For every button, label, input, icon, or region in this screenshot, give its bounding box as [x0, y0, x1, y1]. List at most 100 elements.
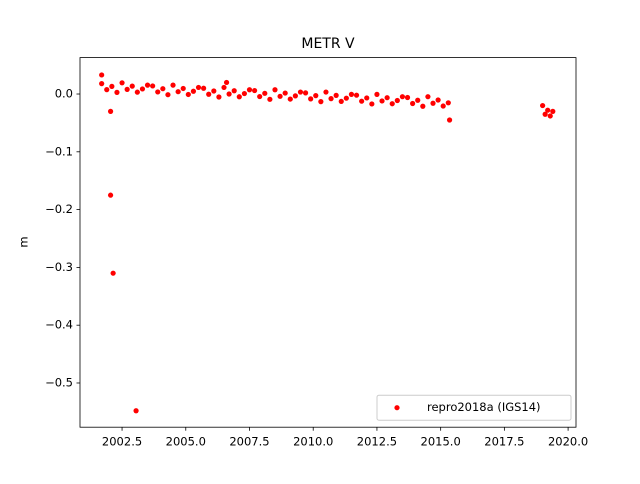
data-point: [282, 90, 288, 96]
data-point: [540, 102, 546, 109]
y-axis-label: m: [17, 236, 31, 247]
data-point: [195, 84, 202, 91]
data-point: [348, 91, 355, 97]
data-point: [404, 94, 411, 101]
data-point: [267, 96, 273, 102]
data-point: [369, 101, 375, 107]
data-point: [446, 117, 453, 123]
y-tick-label: −0.3: [45, 260, 73, 274]
data-point: [379, 98, 385, 104]
data-point: [550, 108, 556, 114]
data-point: [110, 270, 116, 276]
data-point: [241, 90, 247, 97]
data-point: [374, 91, 380, 97]
data-point: [216, 94, 222, 100]
data-point: [323, 89, 329, 95]
data-point: [415, 97, 421, 103]
data-point: [109, 83, 115, 89]
data-point: [399, 94, 406, 100]
data-point: [251, 87, 258, 94]
data-point: [246, 87, 253, 93]
y-tick-label: −0.4: [45, 318, 73, 332]
data-point: [542, 111, 548, 117]
data-point: [107, 108, 114, 114]
data-point: [236, 94, 242, 100]
y-tick-label: −0.2: [45, 202, 73, 216]
data-point: [313, 93, 319, 99]
data-point: [389, 101, 395, 107]
data-point: [425, 94, 431, 100]
data-point: [155, 89, 161, 95]
data-point: [420, 103, 426, 109]
data-point: [139, 86, 146, 92]
data-point: [343, 95, 349, 101]
data-point: [165, 92, 171, 98]
data-point: [190, 88, 197, 94]
data-point: [435, 97, 441, 103]
data-point: [160, 86, 166, 92]
data-point: [364, 95, 370, 101]
y-tick-label: 0.0: [55, 87, 73, 101]
data-point: [338, 98, 344, 105]
legend-box: [376, 394, 572, 421]
data-point: [99, 81, 105, 87]
data-point: [545, 107, 551, 113]
data-point: [410, 100, 416, 107]
data-point: [134, 89, 140, 95]
x-tick-label: 2012.5: [357, 435, 397, 449]
x-tick-label: 2017.5: [484, 435, 524, 449]
data-point: [297, 89, 304, 95]
data-point: [359, 98, 365, 104]
x-tick-label: 2005.0: [166, 435, 206, 449]
data-point: [201, 85, 207, 91]
data-point: [384, 95, 390, 101]
data-point: [150, 83, 156, 89]
data-point: [353, 92, 360, 98]
x-tick-label: 2002.5: [102, 435, 142, 449]
chart-title: METR V: [301, 36, 355, 52]
data-point: [104, 87, 110, 93]
data-point: [170, 82, 176, 88]
data-point: [440, 103, 446, 109]
data-point: [133, 408, 139, 414]
x-tick-label: 2015.0: [421, 435, 461, 449]
legend-label: repro2018a (IGS14): [427, 400, 541, 414]
data-point: [394, 97, 400, 104]
data-point: [262, 90, 268, 96]
data-point: [119, 80, 125, 86]
x-tick-label: 2007.5: [229, 435, 269, 449]
data-point: [129, 83, 135, 89]
data-point: [302, 90, 309, 96]
data-point: [180, 85, 186, 92]
data-point: [99, 72, 105, 78]
legend-marker: [394, 405, 400, 411]
y-tick-label: −0.1: [45, 144, 73, 158]
data-point: [445, 100, 451, 106]
data-point: [175, 89, 181, 95]
data-point: [333, 92, 339, 98]
data-point: [114, 89, 120, 95]
data-point: [211, 88, 217, 94]
data-point: [292, 93, 298, 99]
y-tick-label: −0.5: [45, 375, 73, 389]
x-tick-label: 2020.0: [548, 435, 588, 449]
data-point: [124, 86, 130, 92]
data-point: [144, 82, 151, 88]
data-point: [547, 113, 553, 119]
data-point: [107, 192, 114, 198]
data-point: [221, 84, 227, 91]
data-point: [277, 93, 283, 99]
data-point: [318, 99, 324, 105]
data-point: [206, 91, 212, 97]
data-point: [287, 96, 293, 102]
plot-frame: [79, 57, 577, 428]
data-point: [272, 87, 278, 93]
data-point: [185, 91, 191, 98]
data-point: [308, 96, 314, 102]
data-point: [430, 100, 436, 106]
data-point: [328, 96, 334, 102]
data-point: [226, 91, 232, 97]
data-point: [231, 88, 237, 94]
